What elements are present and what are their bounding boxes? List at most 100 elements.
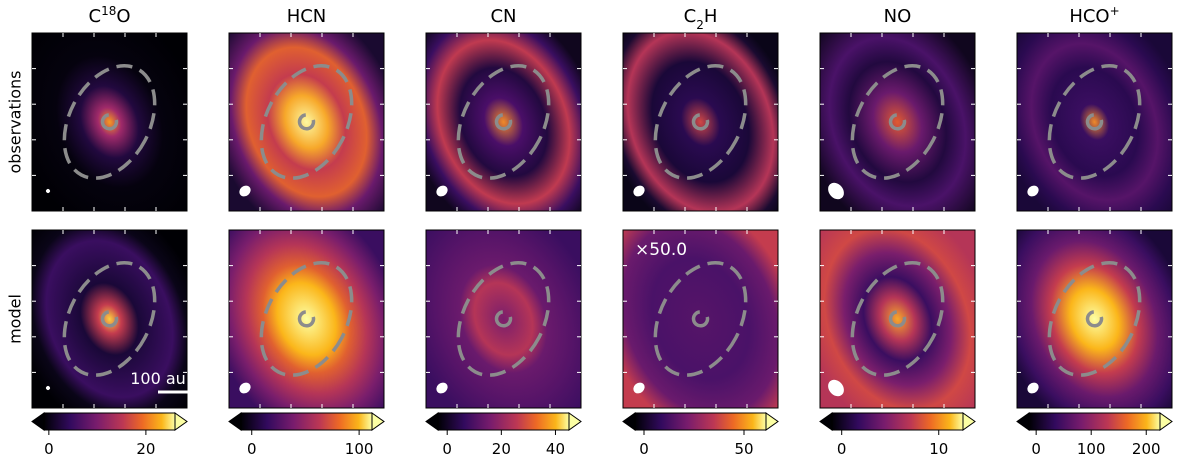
disk-ellipse [456, 64, 551, 180]
colorbar [1028, 412, 1161, 431]
title-part: 18 [101, 4, 116, 18]
title-part: + [1110, 4, 1120, 18]
colorbar-tick-label: 10 [929, 440, 948, 458]
column-title: NO [884, 6, 912, 27]
colorbar-extend [622, 412, 636, 431]
beam [828, 182, 844, 200]
column-title: CN [490, 6, 516, 27]
column-title: HCO+ [1069, 4, 1119, 27]
colorbar-tick-label: 20 [492, 440, 511, 458]
colorbar-tick-label: 100 [1077, 440, 1106, 458]
beam [436, 185, 448, 197]
beam [239, 185, 251, 197]
panel-image [622, 229, 779, 409]
panel-image [425, 32, 582, 212]
title-part: C [684, 6, 697, 27]
disk-ellipse [850, 64, 945, 180]
panel-image [31, 32, 188, 212]
disk-ellipse [1047, 64, 1142, 180]
panel-image [819, 229, 976, 409]
panel-image [31, 229, 188, 409]
colorbar-tick-label: 200 [1132, 440, 1161, 458]
beam [239, 382, 251, 394]
panel-image [228, 229, 385, 409]
title-part: H [704, 6, 718, 27]
beam [436, 382, 448, 394]
panel-image [622, 32, 779, 212]
beam [46, 386, 50, 390]
inner-ring [100, 310, 119, 328]
colorbar-tick-label: 0 [1031, 440, 1041, 458]
title-part: HCO [1069, 6, 1109, 27]
disk-ellipse [259, 64, 354, 180]
colorbar [240, 412, 373, 431]
inner-ring [691, 113, 710, 131]
colorbar-extend [371, 412, 385, 431]
colorbar-tick-label: 0 [639, 440, 649, 458]
disk-ellipse [1047, 261, 1142, 377]
row-label: observations [6, 71, 25, 174]
colorbar-extend [819, 412, 833, 431]
title-part: HCN [287, 6, 327, 27]
title-part: C [88, 6, 101, 27]
factor-label: ×50.0 [635, 240, 687, 260]
colorbar-tick-label: 0 [837, 440, 847, 458]
disk-ellipse [653, 261, 748, 377]
row-label: model [6, 294, 25, 344]
colorbar-extend [568, 412, 582, 431]
beam [633, 382, 645, 394]
inner-ring [494, 310, 513, 328]
colorbar-tick-label: 100 [345, 440, 374, 458]
inner-ring [888, 113, 907, 131]
title-part: NO [884, 6, 912, 27]
colorbar-extend [228, 412, 242, 431]
scale-bar-label: 100 au [130, 369, 186, 388]
colorbar-tick-label: 0 [247, 440, 257, 458]
inner-ring [297, 310, 316, 328]
colorbar-tick-label: 0 [442, 440, 452, 458]
disk-ellipse [62, 261, 157, 377]
colorbar-extend [1159, 412, 1173, 431]
inner-ring [691, 310, 710, 328]
column-title: HCN [287, 6, 327, 27]
inner-ring [100, 113, 119, 131]
colorbar-tick-label: 20 [136, 440, 155, 458]
column-title: C18O [88, 4, 130, 27]
disk-ellipse [456, 261, 551, 377]
panel-image [1016, 32, 1173, 212]
title-part: 2 [696, 18, 704, 32]
beam [1027, 185, 1039, 197]
beam [828, 379, 844, 397]
colorbar-extend [174, 412, 188, 431]
inner-ring [494, 113, 513, 131]
inner-ring [1085, 310, 1104, 328]
colorbar [831, 412, 964, 431]
panel-image [425, 229, 582, 409]
disk-ellipse [653, 64, 748, 180]
beam [1027, 382, 1039, 394]
colorbar-tick-label: 0 [44, 440, 54, 458]
disk-ellipse [62, 64, 157, 180]
colorbar-extend [1016, 412, 1030, 431]
beam [633, 185, 645, 197]
panel-image [819, 32, 976, 212]
colorbar [437, 412, 570, 431]
colorbar-extend [765, 412, 779, 431]
colorbar [43, 412, 176, 431]
colorbar-extend [31, 412, 45, 431]
inner-ring [888, 310, 907, 328]
colorbar [634, 412, 767, 431]
panel-image [1016, 229, 1173, 409]
colorbar-extend [962, 412, 976, 431]
colorbar-tick-label: 50 [734, 440, 753, 458]
disk-ellipse [850, 261, 945, 377]
colorbar-extend [425, 412, 439, 431]
beam [46, 189, 50, 193]
column-title: C2H [684, 6, 718, 32]
disk-ellipse [259, 261, 354, 377]
panel-image [228, 32, 385, 212]
title-part: CN [490, 6, 516, 27]
colorbar-tick-label: 40 [546, 440, 565, 458]
inner-ring [297, 113, 316, 131]
